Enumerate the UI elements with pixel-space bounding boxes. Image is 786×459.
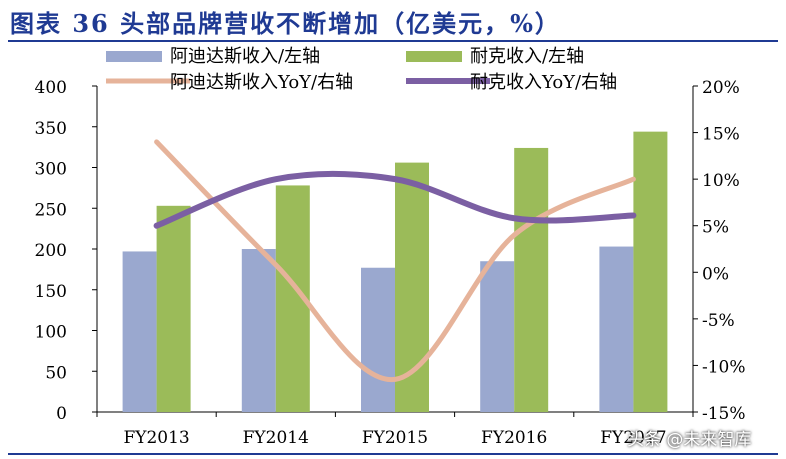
right-tick-label: 0% bbox=[702, 264, 729, 284]
left-tick-label: 150 bbox=[35, 282, 67, 302]
legend-adidas-yoy-label: 阿迪达斯收入YoY/右轴 bbox=[170, 72, 353, 93]
left-tick-label: 100 bbox=[35, 323, 67, 343]
x-tick-label: FY2016 bbox=[481, 428, 547, 448]
adidas-yoy-line bbox=[154, 139, 636, 382]
x-tick-label: FY2014 bbox=[243, 428, 309, 448]
adidas-revenue-bar bbox=[122, 251, 157, 412]
nike-revenue-bar bbox=[156, 205, 191, 412]
adidas-revenue-bar bbox=[241, 249, 276, 412]
line-layer bbox=[153, 139, 637, 382]
left-tick-label: 300 bbox=[35, 160, 67, 180]
right-tick-label: -5% bbox=[702, 311, 735, 331]
legend-nike-revenue-swatch bbox=[406, 51, 462, 62]
right-tick-label: 10% bbox=[702, 171, 740, 191]
legend-adidas-revenue-swatch bbox=[106, 51, 162, 62]
right-tick-label: -15% bbox=[702, 404, 746, 424]
adidas-revenue-bar bbox=[361, 267, 395, 412]
bar-layer bbox=[122, 131, 668, 412]
chart-axes: 0 50 100 150 200 250 300 350 400 -15% -10% -5% 0% 5% 1… bbox=[35, 78, 746, 448]
left-tick-label: 50 bbox=[45, 363, 67, 383]
title-rule bbox=[8, 40, 778, 42]
x-tick-label: FY2013 bbox=[123, 428, 189, 448]
bottom-rule bbox=[8, 453, 778, 455]
nike-revenue-bar bbox=[633, 131, 668, 412]
right-tick-label: -10% bbox=[702, 357, 746, 377]
left-tick-label: 400 bbox=[35, 78, 67, 98]
left-tick-label: 200 bbox=[35, 241, 67, 261]
watermark: 头条 @未来智库 bbox=[627, 430, 752, 450]
x-tick-label: FY2017 bbox=[600, 428, 666, 448]
left-tick-label: 250 bbox=[35, 200, 67, 220]
adidas-revenue-bar bbox=[599, 246, 634, 412]
left-tick-label: 0 bbox=[56, 404, 67, 424]
nike-yoy-line bbox=[153, 170, 637, 229]
right-tick-label: 15% bbox=[702, 125, 740, 145]
legend-adidas-revenue-label: 阿迪达斯收入/左轴 bbox=[170, 46, 320, 67]
right-tick-label: 20% bbox=[702, 78, 740, 98]
left-tick-label: 350 bbox=[35, 119, 67, 139]
figure-title: 图表 36 头部品牌营收不断增加（亿美元，%） bbox=[10, 9, 561, 38]
x-tick-label: FY2015 bbox=[362, 428, 428, 448]
nike-revenue-bar bbox=[514, 147, 549, 412]
legend-nike-revenue-label: 耐克收入/左轴 bbox=[470, 46, 584, 67]
right-tick-label: 5% bbox=[702, 218, 729, 238]
adidas-revenue-bar bbox=[480, 261, 515, 412]
legend-nike-yoy-label: 耐克收入YoY/右轴 bbox=[470, 72, 617, 93]
